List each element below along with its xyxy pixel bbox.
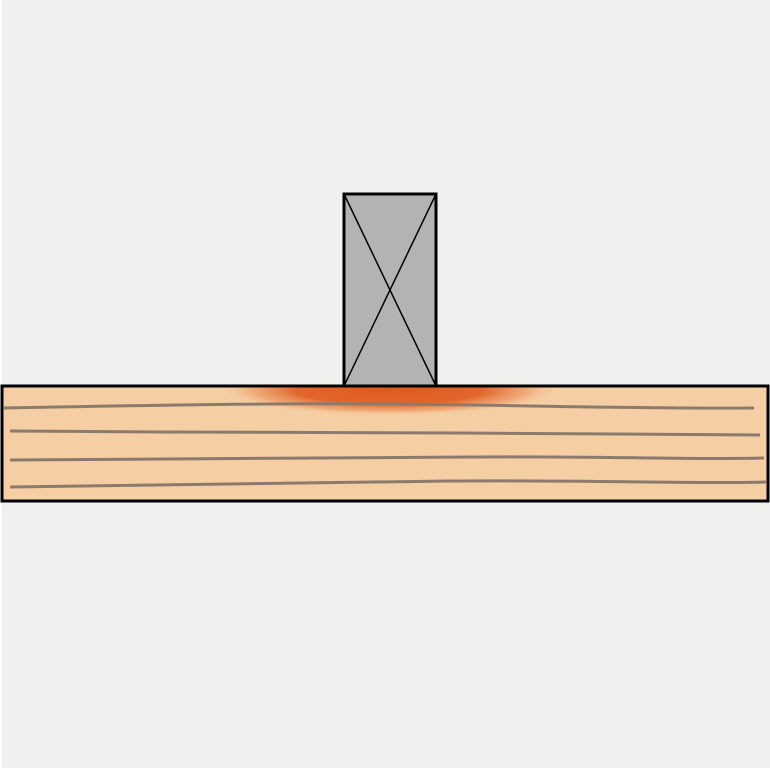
grain-line — [9, 455, 765, 462]
post-cross-section-icon — [342, 192, 438, 388]
grain-line — [3, 402, 755, 410]
bearing-stress-zone — [220, 386, 560, 416]
grain-line — [9, 429, 761, 437]
page-left-edge — [0, 0, 2, 768]
grain-line — [9, 479, 767, 489]
beam-grain — [3, 386, 767, 489]
post-diagonal — [343, 193, 437, 387]
